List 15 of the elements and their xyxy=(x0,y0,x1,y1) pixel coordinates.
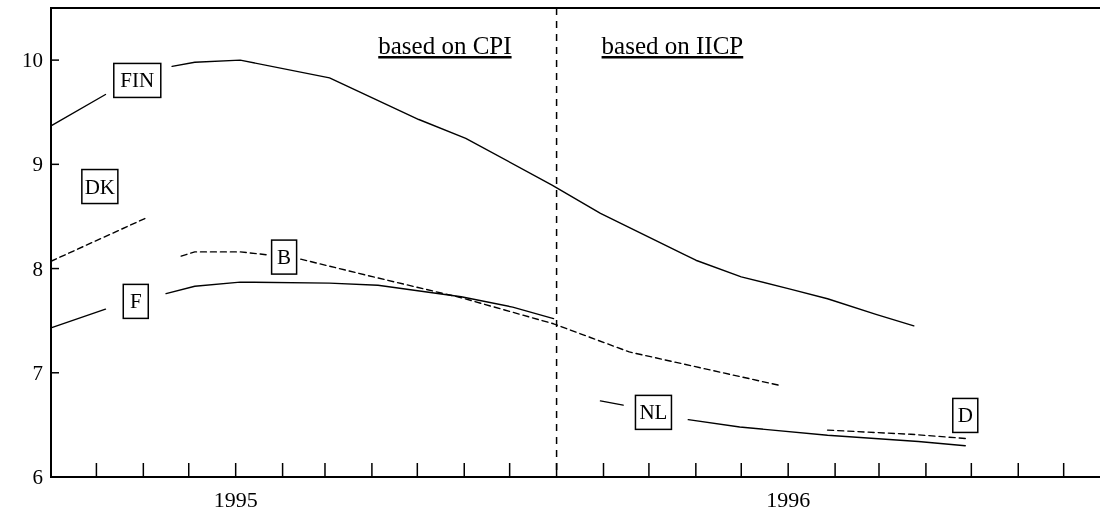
annotation: based on IICP xyxy=(601,32,744,59)
y-tick-label: 9 xyxy=(32,152,43,177)
y-tick-label: 7 xyxy=(32,360,43,385)
y-tick-label: 8 xyxy=(32,256,43,281)
x-tick-label: 1995 xyxy=(213,487,258,512)
x-tick-label: 1996 xyxy=(766,487,811,512)
series-label: B xyxy=(277,245,292,270)
y-tick-label: 6 xyxy=(32,465,43,489)
series-label: D xyxy=(957,403,973,428)
series-label: DK xyxy=(84,174,116,199)
y-tick-label: 10 xyxy=(22,48,43,73)
series-label: F xyxy=(129,289,142,314)
series-label: FIN xyxy=(120,68,155,93)
annotation: based on CPI xyxy=(378,32,512,59)
series-label: NL xyxy=(639,400,668,425)
